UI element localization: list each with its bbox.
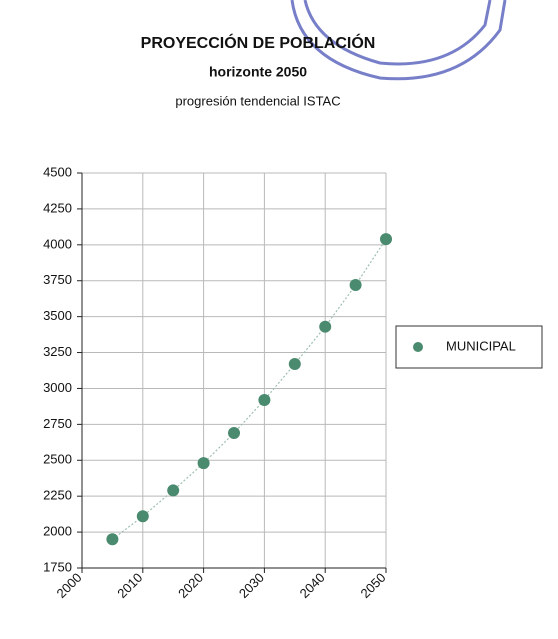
data-point xyxy=(106,533,119,546)
chart-title: PROYECCIÓN DE POBLACIÓN xyxy=(141,33,376,52)
data-point xyxy=(380,233,392,246)
y-tick-label: 2000 xyxy=(43,524,72,539)
y-tick-label: 3000 xyxy=(43,380,72,395)
y-tick-label: 3750 xyxy=(43,272,72,287)
data-point xyxy=(197,457,210,470)
y-tick-label: 2750 xyxy=(43,416,72,431)
y-tick-label: 4250 xyxy=(43,200,72,215)
data-point xyxy=(319,320,332,333)
y-tick-label: 2250 xyxy=(43,488,72,503)
x-tick-label: 2010 xyxy=(114,570,145,601)
x-tick-label: 2020 xyxy=(175,570,206,601)
data-point xyxy=(167,484,180,497)
x-tick-label: 2050 xyxy=(357,570,388,601)
data-point xyxy=(288,358,301,371)
y-tick-label: 4000 xyxy=(43,236,72,251)
chart-caption: progresión tendencial ISTAC xyxy=(175,93,340,108)
y-tick-label: 4500 xyxy=(43,164,72,179)
chart-subtitle: horizonte 2050 xyxy=(209,64,307,80)
y-tick-label: 3250 xyxy=(43,344,72,359)
data-point xyxy=(228,426,240,439)
data-point xyxy=(349,279,362,292)
data-point xyxy=(136,510,149,523)
legend: MUNICIPAL xyxy=(395,325,543,369)
data-point xyxy=(258,393,271,406)
stamp xyxy=(290,0,507,81)
x-tick-label: 2000 xyxy=(53,570,84,601)
trend-line xyxy=(112,238,387,540)
legend-label: MUNICIPAL xyxy=(446,338,516,353)
x-tick-label: 2040 xyxy=(297,570,328,601)
legend-marker xyxy=(413,342,423,352)
y-tick-label: 1750 xyxy=(43,559,72,574)
y-tick-label: 2500 xyxy=(43,452,72,467)
x-tick-label: 2030 xyxy=(236,570,267,601)
y-tick-label: 3500 xyxy=(43,308,72,323)
